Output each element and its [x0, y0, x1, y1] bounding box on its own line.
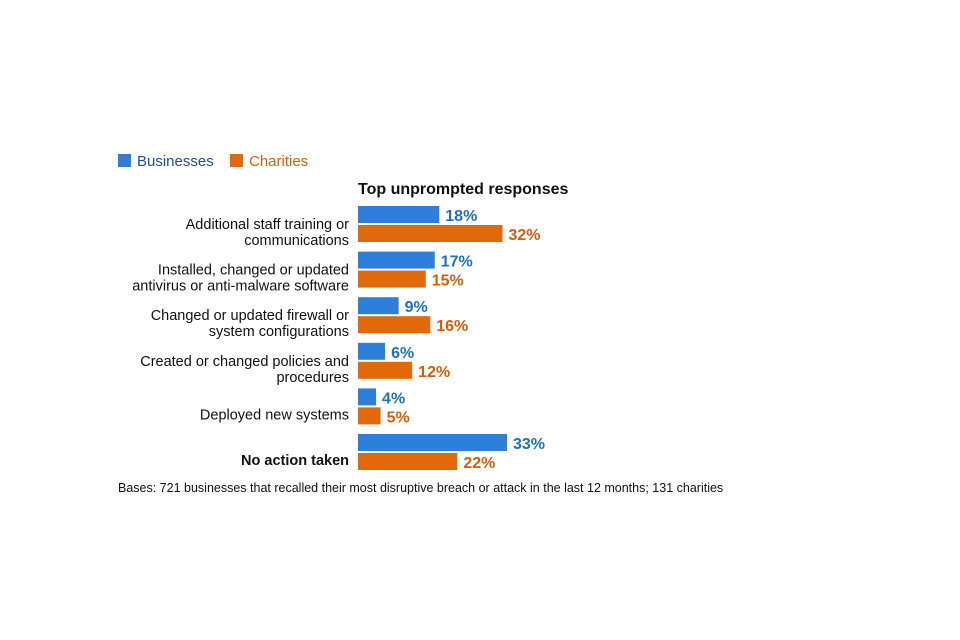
legend-label-charities: Charities	[249, 153, 308, 170]
category-label: Deployed new systems	[200, 407, 349, 423]
value-label-businesses: 4%	[382, 390, 405, 407]
category-label: Created or changed policies and	[140, 354, 349, 370]
value-label-charities: 16%	[436, 318, 468, 335]
category-labels: Additional staff training orcommunicatio…	[132, 217, 349, 469]
value-label-businesses: 18%	[445, 208, 477, 225]
chart-subtitle: Top unprompted responses	[358, 181, 568, 198]
category-label: communications	[244, 233, 349, 249]
legend-swatch-charities	[230, 154, 243, 167]
value-label-businesses: 17%	[441, 254, 473, 271]
value-label-businesses: 6%	[391, 345, 414, 362]
legend: Businesses Charities	[118, 153, 308, 170]
bar-businesses	[358, 206, 440, 223]
footnote: Bases: 721 businesses that recalled thei…	[118, 481, 723, 495]
value-label-businesses: 33%	[513, 436, 545, 453]
category-label: procedures	[276, 370, 349, 386]
bars	[358, 206, 507, 470]
legend-label-businesses: Businesses	[137, 153, 214, 170]
bar-businesses	[358, 434, 507, 451]
bar-charities	[358, 270, 426, 288]
bar-charities	[358, 361, 413, 379]
category-label: Installed, changed or updated	[158, 263, 349, 279]
value-label-charities: 22%	[463, 455, 495, 472]
bar-charities	[358, 316, 431, 334]
category-label: antivirus or anti-malware software	[132, 279, 349, 295]
bar-businesses	[358, 251, 435, 269]
legend-swatch-businesses	[118, 154, 131, 167]
category-label: No action taken	[241, 453, 349, 469]
value-label-charities: 5%	[387, 409, 410, 426]
value-label-businesses: 9%	[405, 299, 428, 316]
bar-charities	[358, 407, 381, 425]
value-labels: 18% 17% 9% 6% 4% 33% 32% 15% 16% 12% 5% 22%	[382, 208, 545, 472]
value-label-charities: 15%	[432, 273, 464, 290]
value-label-charities: 32%	[508, 227, 540, 244]
category-label: system configurations	[209, 324, 349, 340]
bar-businesses	[358, 342, 386, 360]
bar-businesses	[358, 388, 377, 406]
category-label: Changed or updated firewall or	[151, 308, 349, 324]
value-label-charities: 12%	[418, 364, 450, 381]
category-label: Additional staff training or	[186, 217, 350, 233]
bar-charities	[358, 225, 503, 242]
bar-businesses	[358, 297, 399, 315]
bar-charities	[358, 453, 458, 470]
